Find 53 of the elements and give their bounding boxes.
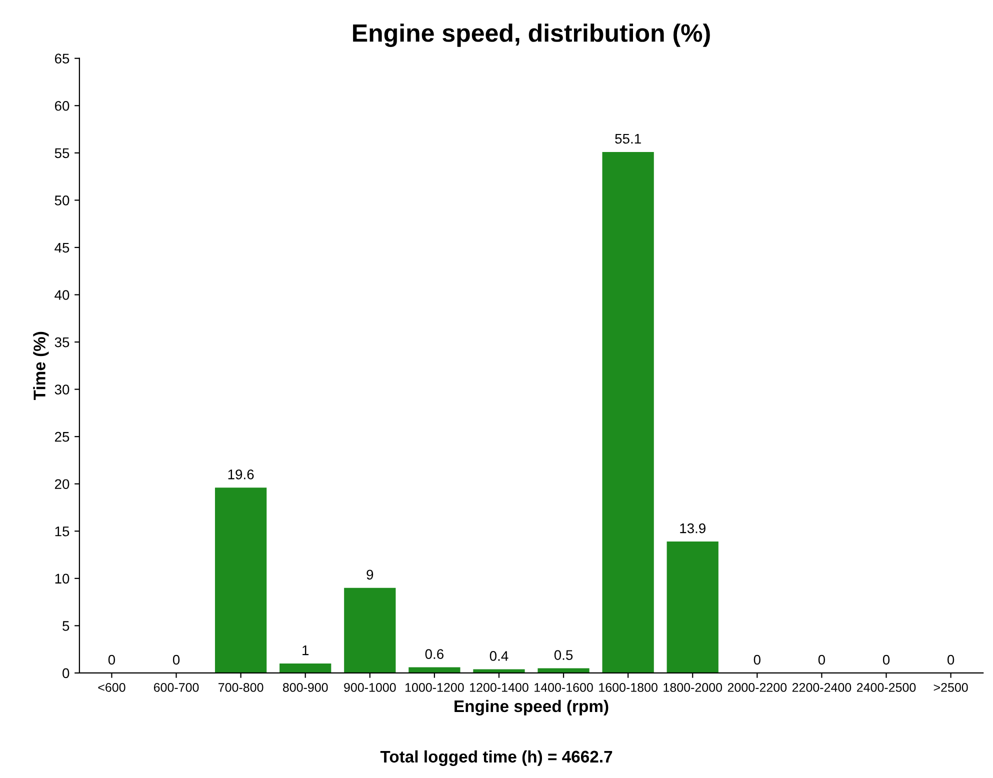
data-label: 19.6	[228, 470, 254, 480]
y-tick-label: 45	[54, 242, 70, 253]
data-label: 0	[108, 654, 116, 665]
x-tick-label: 700-800	[218, 683, 264, 692]
bar	[602, 152, 654, 673]
bar	[666, 542, 718, 673]
bar	[214, 488, 267, 673]
y-tick-label: 5	[62, 621, 70, 631]
x-tick-label: 800-900	[282, 683, 328, 692]
x-axis-title: Engine speed (rpm)	[454, 700, 608, 716]
x-tick-label: 600-700	[154, 683, 199, 692]
x-tick-label: 1000-1200	[406, 683, 464, 692]
y-tick-label: 55	[54, 148, 70, 158]
x-tick-label: 1800-2000	[664, 683, 722, 692]
text: Total logged time (h) = 4662.7	[380, 750, 612, 766]
data-label: 55.1	[615, 134, 641, 144]
x-tick-label: >2500	[934, 683, 968, 692]
data-label: 0	[754, 654, 760, 665]
bar	[538, 668, 590, 673]
x-tick-label: 1200-1400	[470, 683, 528, 692]
y-tick-label: 60	[54, 100, 70, 111]
x-tick-label: 2400-2500	[856, 683, 916, 692]
data-label: 0	[882, 654, 890, 665]
data-label: 0	[947, 654, 954, 665]
data-label: 1	[302, 646, 309, 656]
data-label: 0.4	[490, 651, 508, 661]
y-tick-label: 30	[54, 384, 70, 394]
data-label: 0.5	[554, 650, 573, 660]
y-tick-label: 15	[55, 526, 70, 536]
chart-title: Engine speed, distribution (%)	[353, 24, 710, 47]
y-tick-label: 0	[62, 668, 70, 678]
data-label: 0	[818, 654, 826, 665]
x-tick-label: 2000-2200	[728, 683, 787, 692]
data-label: 13.9	[680, 523, 706, 534]
y-tick-label: 20	[54, 479, 70, 490]
data-label: 9	[366, 570, 374, 580]
y-axis-title: Time (%)	[33, 332, 49, 400]
x-tick-label: <600	[98, 683, 126, 692]
x-tick-label: 2200-2400	[792, 683, 852, 692]
y-tick-label: 50	[54, 196, 70, 206]
y-tick-label: 10	[55, 574, 70, 584]
x-tick-label: 900-1000	[344, 683, 396, 692]
y-tick-label: 25	[54, 432, 70, 442]
data-label: 0	[172, 654, 180, 665]
y-tick-label: 65	[54, 54, 70, 64]
bar	[473, 669, 525, 673]
y-tick-label: 40	[54, 290, 70, 300]
data-label: 0.6	[425, 649, 444, 659]
x-tick-label: 1600-1800	[599, 683, 658, 692]
y-tick-label: 35	[54, 337, 70, 348]
bar	[280, 664, 332, 673]
x-tick-label: 1400-1600	[534, 683, 593, 692]
bar	[344, 588, 396, 673]
